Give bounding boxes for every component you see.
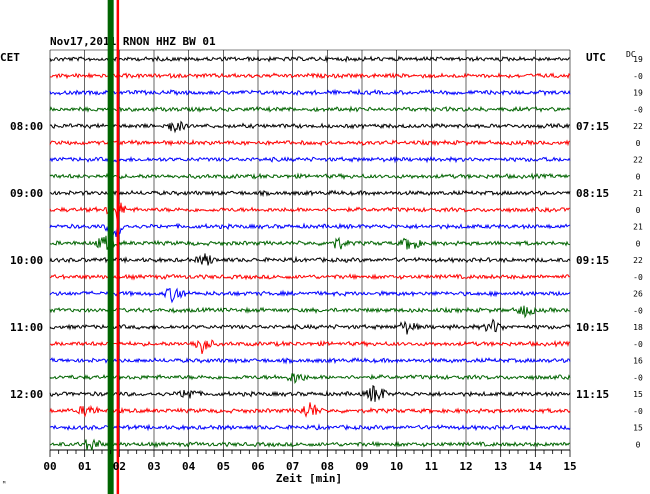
dc-value: -0 (633, 306, 643, 315)
trace-row (49, 253, 571, 266)
trace-row (49, 189, 571, 198)
left-unit-label: CET (0, 51, 20, 64)
x-tick-label: 00 (43, 460, 56, 473)
green-event-marker (107, 0, 114, 494)
event-markers (107, 0, 120, 494)
x-tick-label: 03 (147, 460, 160, 473)
dc-value: 21 (633, 189, 643, 198)
x-axis: 00 01 02 03 04 05 06 07 08 09 10 11 12 13 14 15 (43, 450, 577, 473)
x-tick-label: 04 (182, 460, 196, 473)
cet-hour-label: 09:00 (10, 187, 43, 200)
dc-value: -0 (633, 105, 643, 114)
utc-hour-label: 10:15 (576, 321, 609, 334)
chart-title: Nov17,2011 RNON HHZ BW 01 (50, 35, 216, 48)
dc-value: 19 (633, 55, 643, 64)
x-tick-label: 15 (563, 460, 576, 473)
trace-row (49, 202, 571, 221)
cet-hour-label: 08:00 (10, 120, 43, 133)
trace-row (49, 235, 571, 250)
dc-value: -0 (633, 72, 643, 81)
trace-row (49, 120, 571, 134)
utc-hour-label: 07:15 (576, 120, 609, 133)
utc-hour-label: 11:15 (576, 388, 609, 401)
x-tick-label: 12 (459, 460, 472, 473)
dc-value: 19 (633, 89, 643, 98)
dc-value: 0 (636, 172, 641, 181)
dc-value: -0 (633, 340, 643, 349)
trace-lines (49, 55, 571, 451)
trace-row (49, 423, 571, 432)
x-tick-label: 07 (286, 460, 299, 473)
x-tick-label: 06 (251, 460, 265, 473)
dc-value: 22 (633, 122, 643, 131)
trace-row (49, 305, 571, 319)
cet-hour-label: 11:00 (10, 321, 43, 334)
trace-row (49, 273, 571, 281)
trace-row (49, 384, 571, 402)
trace-row (49, 105, 571, 113)
utc-hour-label: 09:15 (576, 254, 609, 267)
trace-row (49, 438, 571, 451)
dc-value: 15 (633, 390, 643, 399)
x-tick-label: 02 (113, 460, 126, 473)
trace-row (49, 219, 571, 237)
trace-row (49, 55, 571, 64)
x-tick-label: 08 (321, 460, 334, 473)
dc-value: 0 (636, 239, 641, 248)
trace-row (49, 88, 571, 97)
dc-value: 21 (633, 223, 643, 232)
trace-row (49, 357, 571, 365)
dc-value: -0 (633, 273, 643, 282)
dc-value: 22 (633, 156, 643, 165)
trace-row (49, 72, 571, 80)
cet-hour-label: 12:00 (10, 388, 43, 401)
right-unit-label: UTC (586, 51, 606, 64)
trace-row (49, 287, 571, 304)
x-tick-label: 14 (529, 460, 543, 473)
trace-row (49, 318, 571, 335)
trace-row (49, 339, 571, 355)
red-event-marker (116, 0, 120, 494)
dc-value: 0 (636, 440, 641, 449)
trace-row (49, 138, 571, 147)
dc-value: 22 (633, 256, 643, 265)
x-tick-label: 13 (494, 460, 507, 473)
utc-hour-label: 08:15 (576, 187, 609, 200)
corner-mark: ᴹ (2, 480, 6, 488)
x-tick-label: 05 (217, 460, 230, 473)
trace-row (49, 172, 571, 181)
trace-row (49, 373, 571, 384)
dc-value: 16 (633, 357, 643, 366)
cet-hour-label: 10:00 (10, 254, 43, 267)
dc-value: 0 (636, 139, 641, 148)
trace-row (49, 402, 571, 418)
trace-row (49, 155, 571, 164)
x-tick-label: 09 (355, 460, 368, 473)
dc-value: 18 (633, 323, 643, 332)
dc-value: 0 (636, 206, 641, 215)
dc-value: -0 (633, 407, 643, 416)
dc-value: -0 (633, 373, 643, 382)
row-labels: 19 -0 19 -0 08:00 07:15 22 0 22 0 09:00 08:15 21 0 21 0… (10, 55, 643, 449)
x-axis-label: Zeit [min] (276, 472, 342, 485)
dc-value: 26 (633, 290, 643, 299)
dc-header: DC (626, 50, 636, 59)
dc-value: 15 (633, 424, 643, 433)
x-tick-label: 11 (425, 460, 439, 473)
x-tick-label: 01 (78, 460, 92, 473)
x-tick-label: 10 (390, 460, 403, 473)
